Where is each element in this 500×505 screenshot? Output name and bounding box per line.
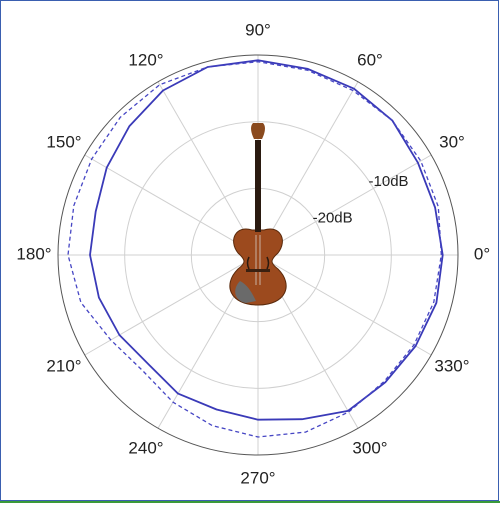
r-tick-label: -20dB [313, 209, 353, 226]
theta-tick-label: 150° [46, 132, 81, 151]
theta-tick-label: 330° [434, 356, 469, 375]
spoke [84, 154, 259, 256]
theta-tick-label: 210° [46, 356, 81, 375]
outer-ring [57, 54, 459, 456]
ring [124, 121, 392, 389]
theta-tick-label: 90° [245, 20, 271, 39]
spoke [157, 81, 259, 256]
theta-tick-label: 60° [357, 50, 383, 69]
spoke [257, 154, 432, 256]
theta-tick-label: 240° [128, 438, 163, 457]
theta-tick-label: 0° [474, 244, 490, 263]
spoke [257, 81, 359, 256]
spoke [84, 254, 259, 356]
plot: -10dB -20dB 0° 30° 60° 90° 120° 150° 180° 210° 240… [16, 20, 490, 487]
theta-tick-label: 30° [439, 132, 465, 151]
series-line [89, 59, 444, 421]
theta-tick-label: 300° [352, 438, 387, 457]
spoke [257, 254, 432, 356]
theta-tick-label: 120° [128, 50, 163, 69]
series-line [67, 61, 442, 438]
theta-tick-label: 270° [240, 468, 275, 487]
violin-image [229, 123, 287, 306]
theta-tick-label: 180° [16, 244, 51, 263]
r-tick-label: -10dB [369, 173, 409, 190]
